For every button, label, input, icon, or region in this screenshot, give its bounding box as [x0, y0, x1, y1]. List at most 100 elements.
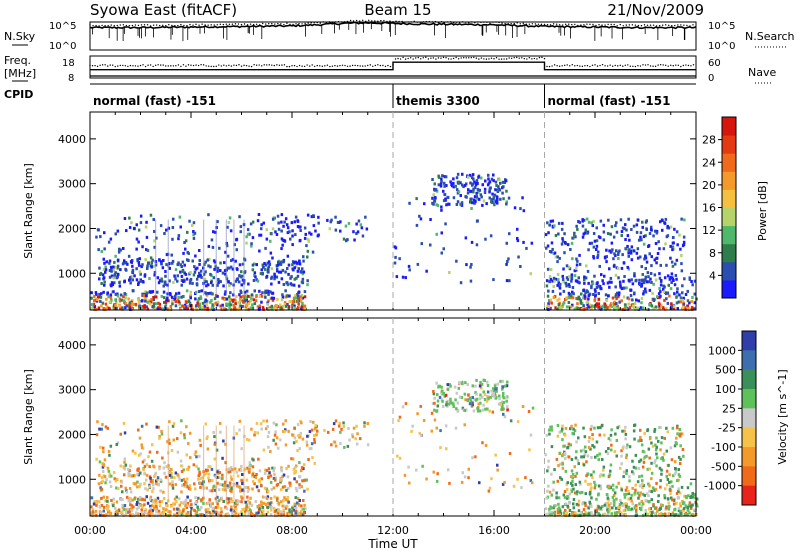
power-echo — [138, 257, 141, 261]
power-echo — [105, 297, 108, 301]
station-title: Syowa East (fitACF) — [90, 1, 237, 19]
nsearch-point — [237, 23, 240, 25]
velocity-echo — [506, 408, 509, 412]
nsearch-point — [89, 24, 91, 26]
power-echo — [347, 221, 351, 225]
velocity-echo — [216, 505, 220, 509]
power-echo — [653, 258, 656, 262]
power-echo — [560, 306, 563, 310]
velocity-echo — [148, 465, 151, 469]
velocity-echo — [661, 512, 664, 516]
power-echo — [452, 185, 456, 189]
velocity-echo — [248, 467, 251, 471]
velocity-echo — [114, 506, 117, 510]
velocity-echo — [635, 508, 638, 512]
velocity-echo — [576, 490, 579, 494]
velocity-echo — [146, 513, 149, 517]
nave-point — [207, 65, 210, 67]
nsearch-point — [116, 24, 118, 27]
nave-point — [94, 64, 96, 67]
nave-point — [139, 64, 142, 67]
power-echo — [119, 307, 122, 311]
power-echo — [499, 197, 502, 201]
nsearch-point — [613, 23, 615, 26]
power-echo — [584, 228, 587, 232]
velocity-echo — [167, 466, 171, 470]
power-echo — [205, 292, 208, 296]
power-echo — [680, 254, 683, 257]
velocity-echo — [258, 469, 262, 473]
power-echo — [283, 220, 286, 224]
nave-point — [91, 65, 94, 67]
power-echo — [360, 226, 364, 230]
power-echo — [519, 265, 522, 268]
power-echo — [680, 269, 684, 273]
power-echo — [475, 179, 479, 183]
power-echo — [159, 224, 163, 228]
velocity-echo — [291, 506, 294, 510]
velocity-echo — [308, 447, 312, 451]
power-echo — [162, 290, 166, 294]
nave-point — [382, 64, 384, 67]
velocity-echo — [490, 389, 493, 393]
velocity-echo — [620, 512, 624, 516]
velocity-echo — [105, 504, 109, 508]
power-echo — [286, 231, 290, 235]
nave-point — [149, 64, 152, 66]
power-echo — [473, 201, 476, 205]
velocity-echo — [677, 473, 681, 477]
nave-point — [109, 64, 111, 66]
velocity-echo — [185, 503, 189, 507]
power-echo — [293, 277, 296, 281]
nsearch-point — [165, 25, 167, 27]
velocity-echo — [688, 501, 692, 505]
nave-point — [574, 65, 576, 67]
nsearch-point — [474, 22, 476, 24]
velocity-echo — [499, 403, 502, 407]
power-echo — [645, 228, 648, 231]
nave-point — [649, 65, 652, 67]
nsearch-point — [537, 23, 540, 25]
velocity-echo — [260, 477, 263, 481]
nave-point — [475, 57, 478, 59]
velocity-echo — [119, 432, 122, 436]
power-echo — [554, 306, 557, 310]
velocity-echo — [474, 391, 477, 395]
velocity-echo — [599, 487, 603, 491]
power-echo — [291, 301, 295, 305]
velocity-echo — [136, 480, 139, 484]
velocity-echo — [647, 447, 651, 451]
nsearch-point — [416, 21, 418, 23]
power-echo — [423, 202, 426, 206]
velocity-echo — [148, 485, 151, 489]
velocity-echo — [640, 443, 644, 447]
velocity-echo — [253, 433, 256, 437]
power-echo — [577, 220, 580, 224]
velocity-echo — [189, 499, 192, 503]
velocity-echo — [471, 396, 474, 399]
power-echo — [100, 250, 103, 253]
velocity-echo — [670, 458, 674, 462]
power-echo — [116, 266, 119, 270]
velocity-echo — [100, 476, 104, 480]
velocity-echo — [433, 401, 436, 405]
velocity-echo — [613, 500, 616, 504]
nsearch-point — [404, 21, 406, 23]
velocity-echo — [548, 512, 551, 516]
velocity-echo — [113, 477, 116, 481]
velocity-echo — [137, 506, 140, 510]
power-echo — [440, 205, 443, 209]
nave-point — [187, 64, 190, 66]
power-echo — [429, 218, 432, 221]
velocity-echo — [621, 504, 625, 508]
velocity-echo — [334, 419, 338, 423]
power-echo — [287, 272, 290, 276]
power-echo — [213, 267, 216, 271]
velocity-echo — [577, 503, 580, 507]
velocity-echo — [284, 498, 288, 502]
power-echo — [592, 293, 595, 296]
velocity-echo — [590, 473, 593, 477]
velocity-echo — [599, 484, 602, 488]
velocity-echo — [240, 510, 243, 514]
nave-point — [614, 64, 616, 67]
